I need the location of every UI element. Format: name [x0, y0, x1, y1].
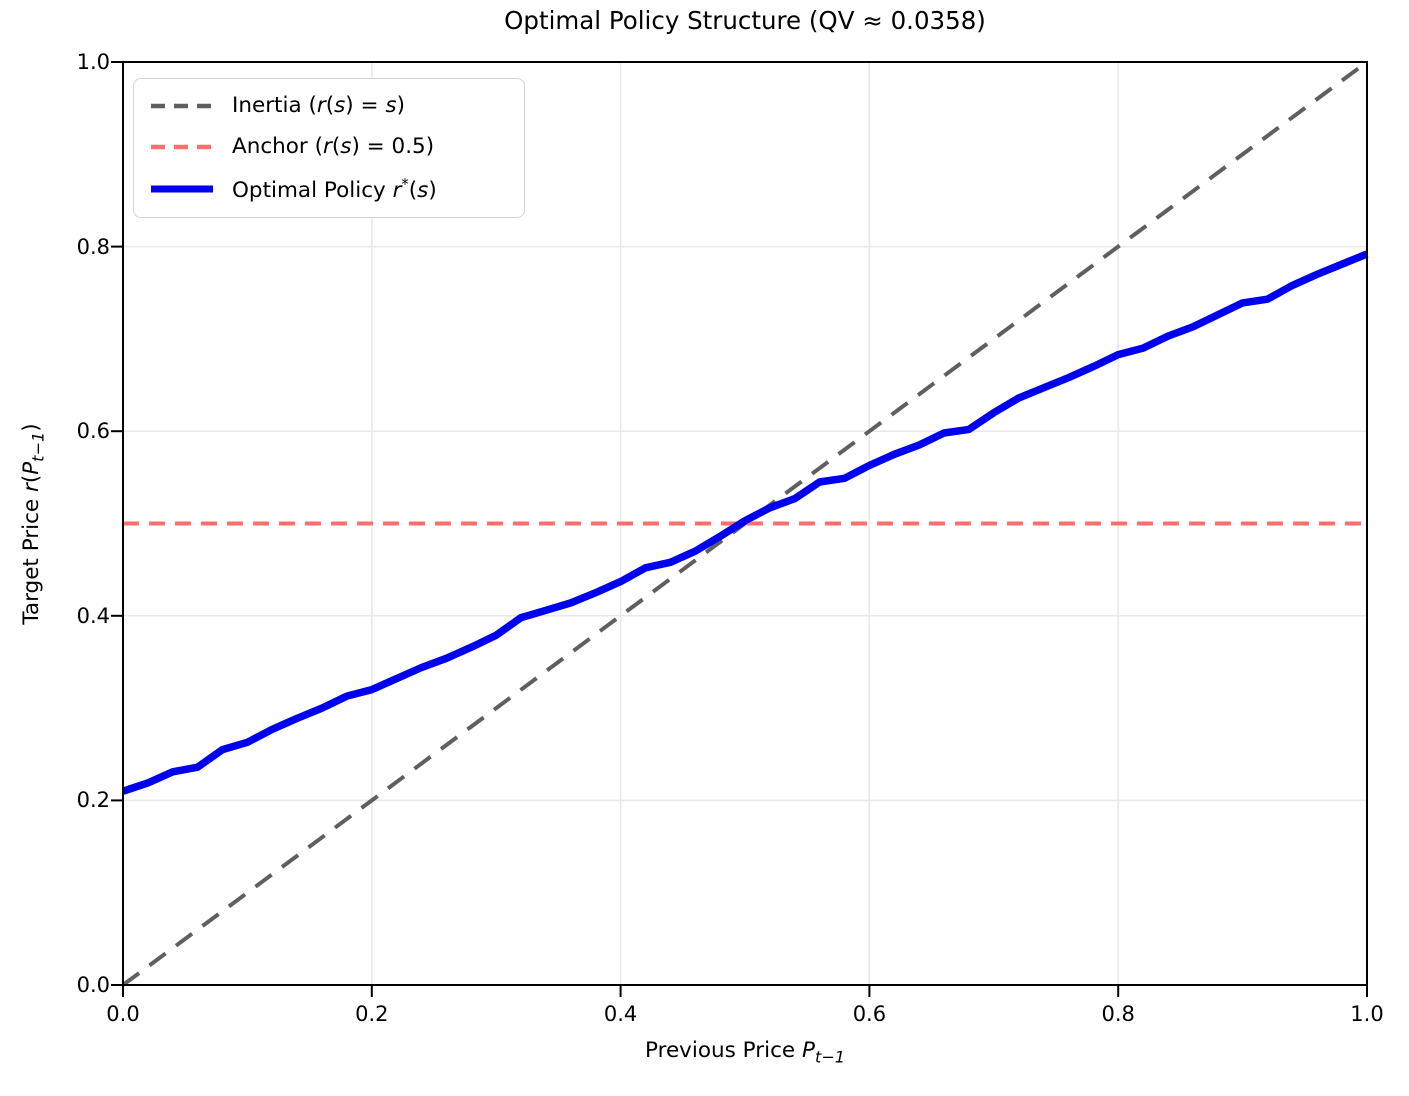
label-text-part: r [316, 93, 326, 119]
label-text-part: s [340, 134, 352, 160]
x-tick-label: 0.6 [852, 1002, 887, 1026]
x-tick-label: 1.0 [1350, 1002, 1384, 1026]
label-text-part: Inertia ( [232, 93, 317, 119]
label-text-part: r [392, 177, 402, 203]
x-tick-label: 0.2 [355, 1002, 389, 1026]
label-text-part: Optimal Policy [232, 177, 393, 203]
y-tick-label: 0.2 [76, 788, 110, 813]
inertia-line-sample [151, 103, 213, 108]
label-text-part: s [334, 93, 346, 119]
y-tick-label: 1.0 [76, 50, 110, 74]
legend-entry: Optimal Policy r*(s) [150, 176, 508, 203]
x-axis-label: Previous Price Pt−1 [123, 1038, 1367, 1066]
optimal-policy-line [121, 250, 1369, 795]
label-text-part: ( [19, 474, 44, 484]
x-tick-label: 0.8 [1101, 1002, 1135, 1026]
label-text-part: Anchor ( [232, 134, 323, 160]
label-text-part: s [385, 93, 397, 119]
label-text-part: ) [428, 177, 437, 203]
chart-title: Optimal Policy Structure (QV ≈ 0.0358) [504, 6, 986, 35]
label-text-part: ) [19, 423, 44, 432]
label-text-part: s [417, 177, 429, 203]
x-tick-label: 0.0 [106, 1002, 140, 1026]
legend-label: Anchor (r(s) = 0.5) [232, 134, 434, 159]
label-text-part: P [801, 1038, 815, 1063]
label-text-part: ) = 0.5) [351, 134, 435, 160]
legend-label: Optimal Policy r*(s) [232, 176, 437, 203]
label-text-part: P [19, 461, 44, 475]
y-tick-label: 0.8 [76, 234, 110, 259]
y-tick-label: 0.6 [76, 419, 110, 444]
label-text-part: ( [325, 93, 335, 119]
label-text-part: t−1 [28, 431, 48, 462]
optimal-line-sample [151, 185, 213, 193]
legend-entry: Inertia (r(s) = s) [150, 93, 508, 118]
label-text-part: r [323, 134, 332, 160]
legend-label: Inertia (r(s) = s) [232, 93, 405, 118]
legend-entry: Anchor (r(s) = 0.5) [150, 134, 508, 159]
legend: Inertia (r(s) = s) Anchor (r(s) = 0.5) Opt… [133, 78, 525, 218]
y-axis-label: Target Price r(Pt−1) [17, 274, 47, 774]
x-tick-label: 0.4 [603, 1002, 638, 1026]
label-text-part: ( [331, 134, 341, 160]
label-text-part: ) [396, 93, 405, 119]
y-tick-label: 0.4 [76, 603, 110, 628]
y-tick-label: 0.0 [76, 973, 110, 997]
anchor-line-sample [151, 144, 213, 150]
label-text-part: Target Price [19, 492, 44, 625]
axis-spines [122, 61, 1368, 986]
label-text-part: r [19, 483, 44, 493]
label-text-part: Previous Price [644, 1038, 802, 1063]
label-text-part: ) = [345, 93, 386, 119]
label-text-part: * [401, 175, 409, 193]
label-text-part: ( [408, 177, 418, 203]
label-text-part: t−1 [814, 1047, 846, 1067]
